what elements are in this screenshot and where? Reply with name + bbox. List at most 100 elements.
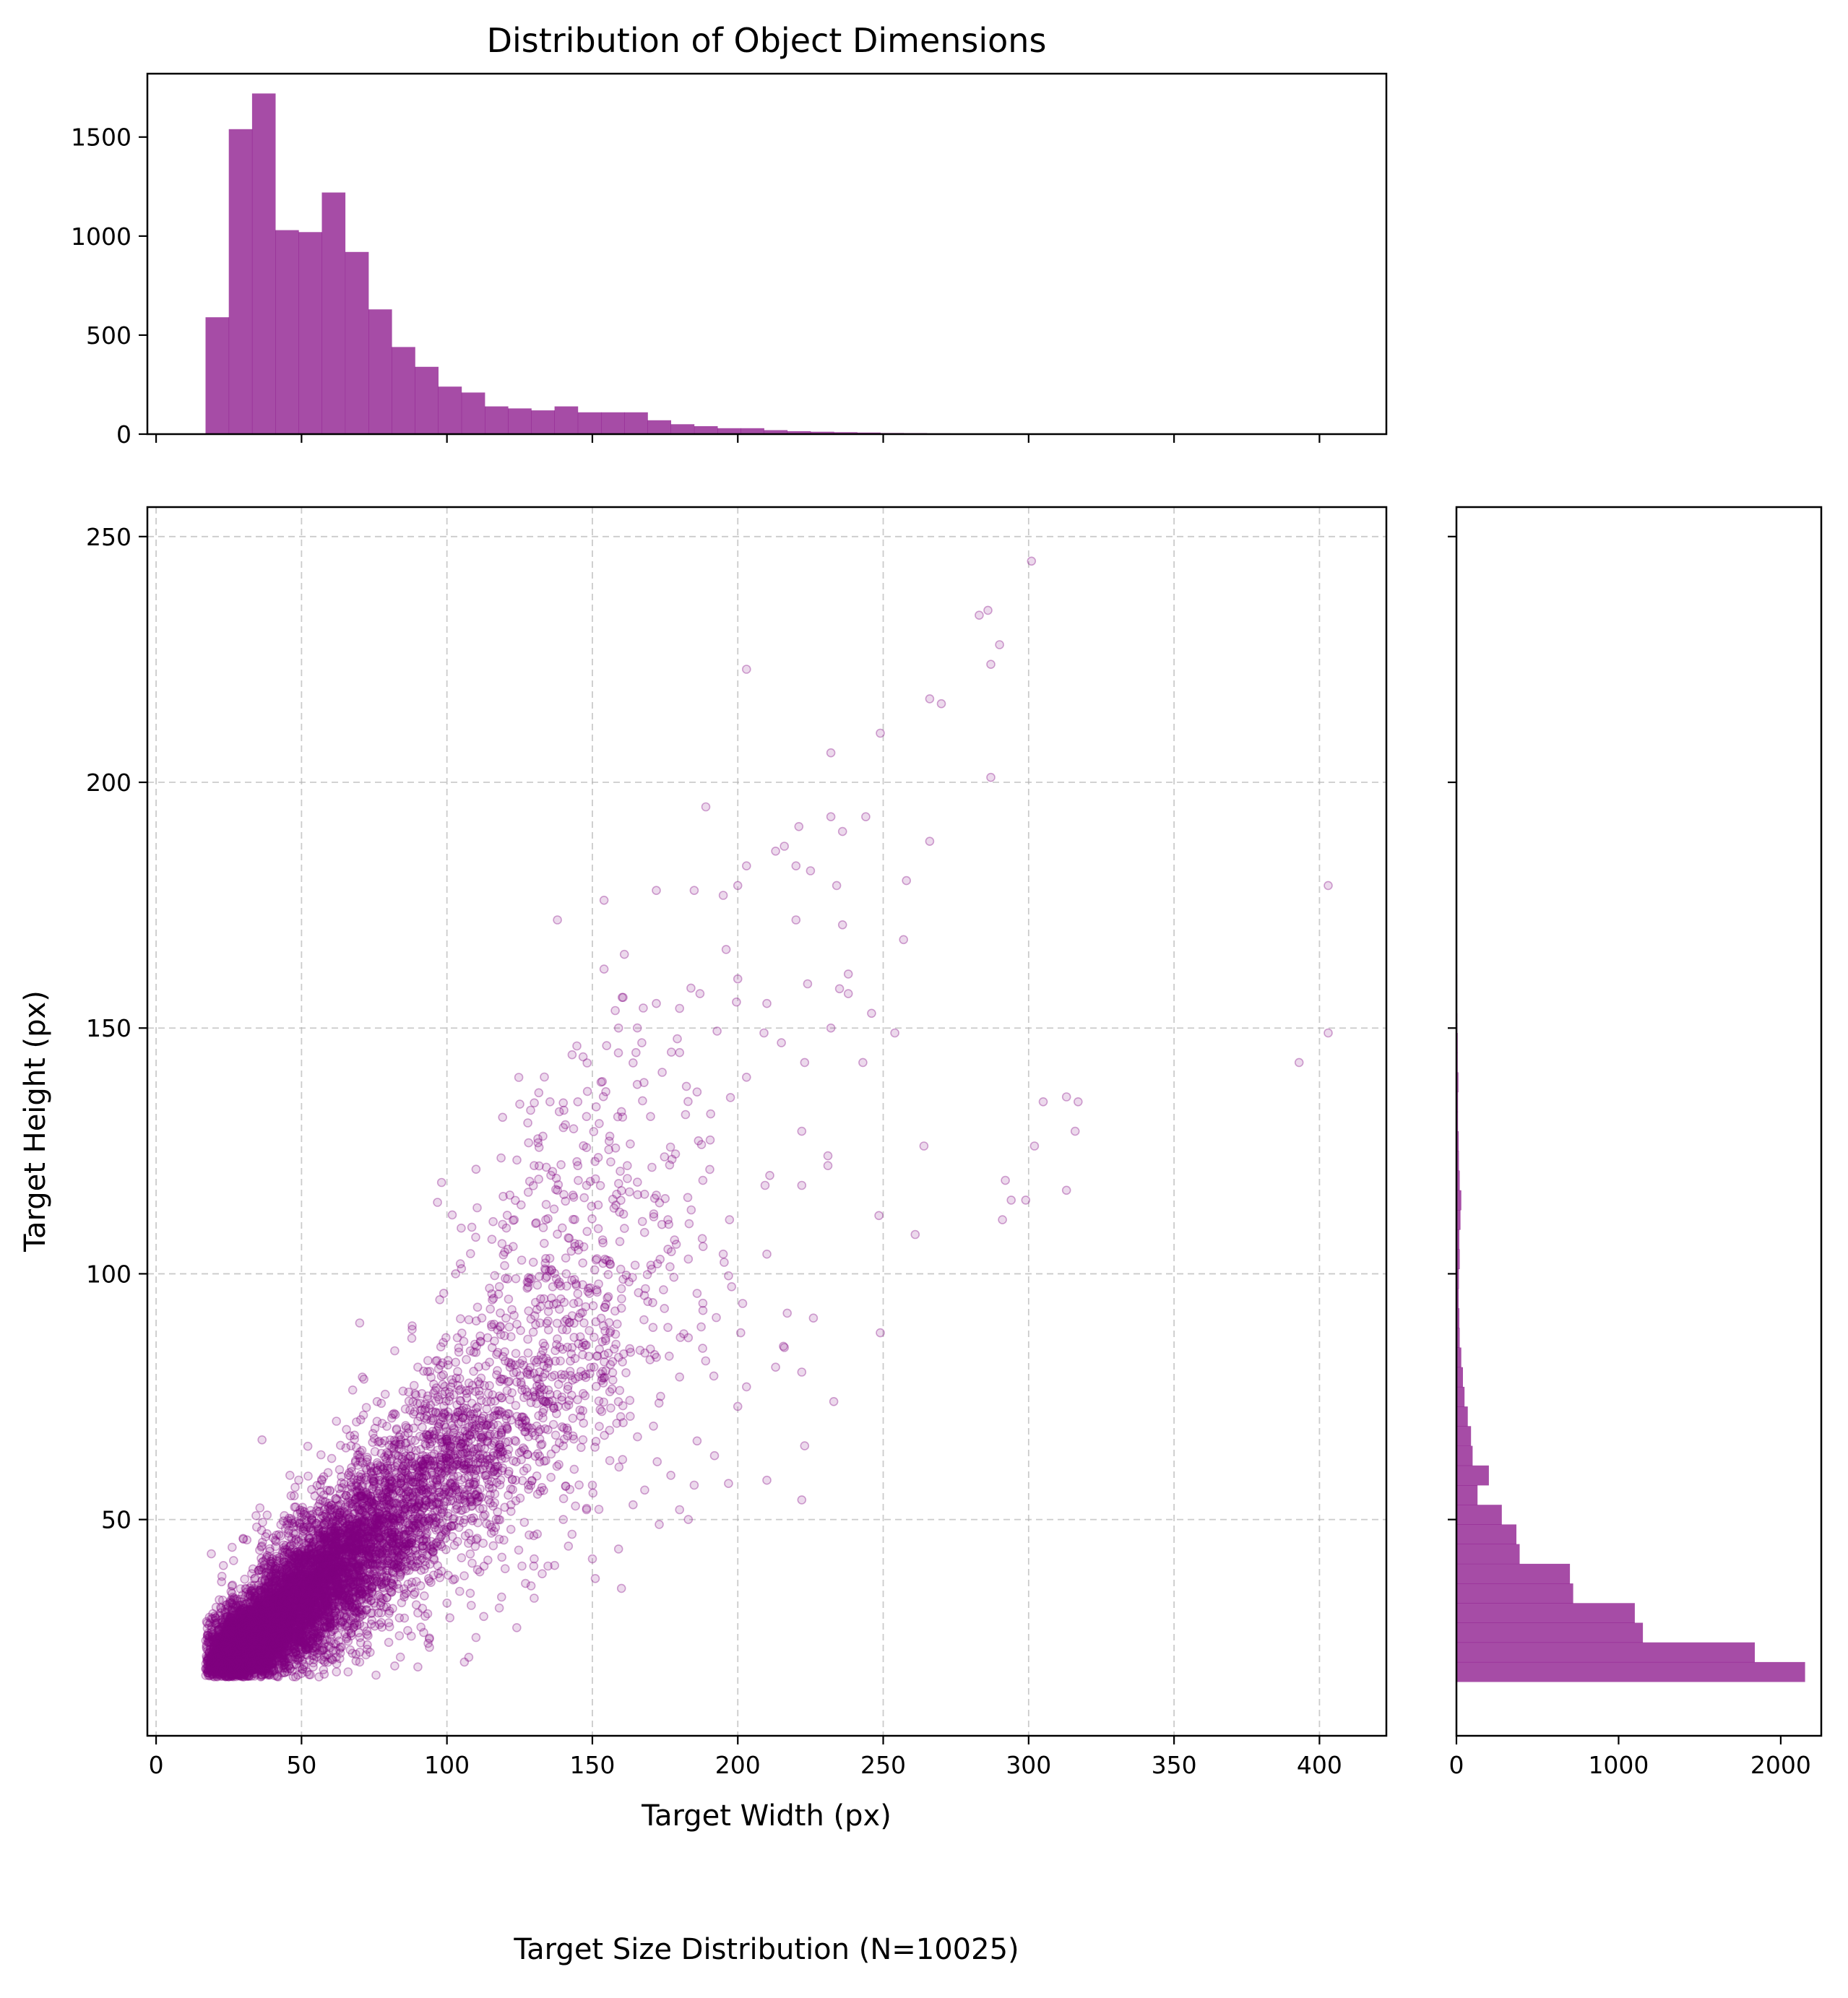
scatter-point [219, 1642, 229, 1651]
scatter-point [246, 1606, 256, 1616]
scatter-point [262, 1630, 272, 1640]
scatter-point [263, 1585, 273, 1594]
scatter-point [247, 1657, 257, 1666]
scatter-point [280, 1589, 290, 1599]
scatter-point [219, 1661, 229, 1672]
scatter-point [245, 1637, 254, 1647]
scatter-point [246, 1591, 256, 1601]
scatter-point [230, 1666, 241, 1677]
top-y-tick-label: 1500 [71, 124, 131, 152]
scatter-point [264, 1625, 275, 1635]
scatter-point [252, 1658, 262, 1669]
scatter-point [235, 1609, 245, 1619]
scatter-point [280, 1621, 290, 1630]
scatter-point [249, 1645, 259, 1656]
scatter-point [239, 1656, 249, 1665]
scatter-point [285, 1627, 295, 1636]
scatter-point [236, 1617, 246, 1627]
scatter-point [244, 1616, 254, 1626]
scatter-point [264, 1632, 275, 1643]
scatter-point [219, 1637, 229, 1646]
scatter-point [228, 1617, 238, 1626]
scatter-point [212, 1663, 222, 1673]
scatter-point [219, 1632, 228, 1641]
scatter-point [233, 1615, 243, 1625]
top-histogram-bar [787, 431, 811, 434]
scatter-point [248, 1650, 257, 1660]
scatter-point [257, 1640, 267, 1649]
top-histogram-frame [146, 72, 1388, 436]
scatter-point [246, 1633, 255, 1643]
scatter-point [243, 1638, 252, 1648]
scatter-point [251, 1636, 260, 1646]
top-histogram-bar [298, 232, 322, 434]
scatter-point [238, 1636, 248, 1646]
scatter-point [215, 1656, 224, 1666]
scatter-point [282, 1641, 292, 1651]
scatter-point [215, 1595, 224, 1604]
scatter-point [243, 1613, 254, 1623]
scatter-point [243, 1612, 253, 1622]
scatter-point [277, 1654, 287, 1664]
scatter-point [207, 1627, 217, 1638]
scatter-point [241, 1661, 250, 1671]
scatter-point [241, 1657, 250, 1667]
scatter-point [242, 1627, 252, 1638]
scatter-point [236, 1666, 246, 1675]
scatter-point [249, 1661, 259, 1671]
scatter-point [222, 1612, 231, 1622]
scatter-point [272, 1614, 282, 1623]
scatter-point [231, 1650, 241, 1659]
scatter-point [267, 1640, 277, 1650]
scatter-point [250, 1636, 260, 1645]
scatter-point [233, 1645, 243, 1654]
scatter-point [248, 1649, 258, 1659]
scatter-point [277, 1638, 287, 1648]
scatter-point [235, 1634, 245, 1643]
scatter-point [243, 1634, 254, 1644]
scatter-point [264, 1666, 275, 1676]
scatter-point [223, 1650, 233, 1660]
scatter-point [242, 1621, 252, 1630]
scatter-point [240, 1651, 250, 1661]
scatter-point [269, 1645, 278, 1655]
scatter-point [237, 1597, 247, 1606]
scatter-point [238, 1646, 249, 1656]
scatter-point [284, 1645, 293, 1655]
scatter-point [294, 1625, 304, 1635]
scatter-point [212, 1636, 223, 1646]
scatter-point [202, 1630, 212, 1640]
scatter-point [225, 1610, 236, 1620]
scatter-point [223, 1645, 233, 1656]
scatter-point [229, 1632, 239, 1642]
scatter-point [256, 1626, 266, 1636]
scatter-point [263, 1608, 273, 1617]
scatter-point [227, 1670, 236, 1680]
scatter-point [216, 1608, 225, 1618]
scatter-point [236, 1632, 246, 1641]
scatter-point [249, 1657, 259, 1666]
scatter-point [268, 1638, 278, 1648]
scatter-point [265, 1625, 275, 1635]
scatter-point [250, 1667, 259, 1677]
scatter-point [273, 1597, 283, 1607]
scatter-point [270, 1625, 280, 1635]
scatter-point [246, 1653, 256, 1662]
scatter-point [233, 1614, 243, 1624]
scatter-point [267, 1634, 276, 1643]
scatter-point [215, 1643, 225, 1653]
scatter-point [218, 1638, 228, 1647]
scatter-point [246, 1588, 256, 1598]
scatter-point [234, 1648, 243, 1657]
scatter-point [268, 1659, 277, 1669]
scatter-point [234, 1653, 243, 1663]
scatter-point [241, 1667, 250, 1677]
scatter-point [217, 1655, 228, 1664]
scatter-point [207, 1669, 217, 1679]
scatter-point [223, 1664, 233, 1674]
scatter-point [225, 1622, 235, 1632]
scatter-point [246, 1619, 256, 1629]
scatter-point [239, 1622, 249, 1631]
scatter-point [241, 1619, 251, 1630]
